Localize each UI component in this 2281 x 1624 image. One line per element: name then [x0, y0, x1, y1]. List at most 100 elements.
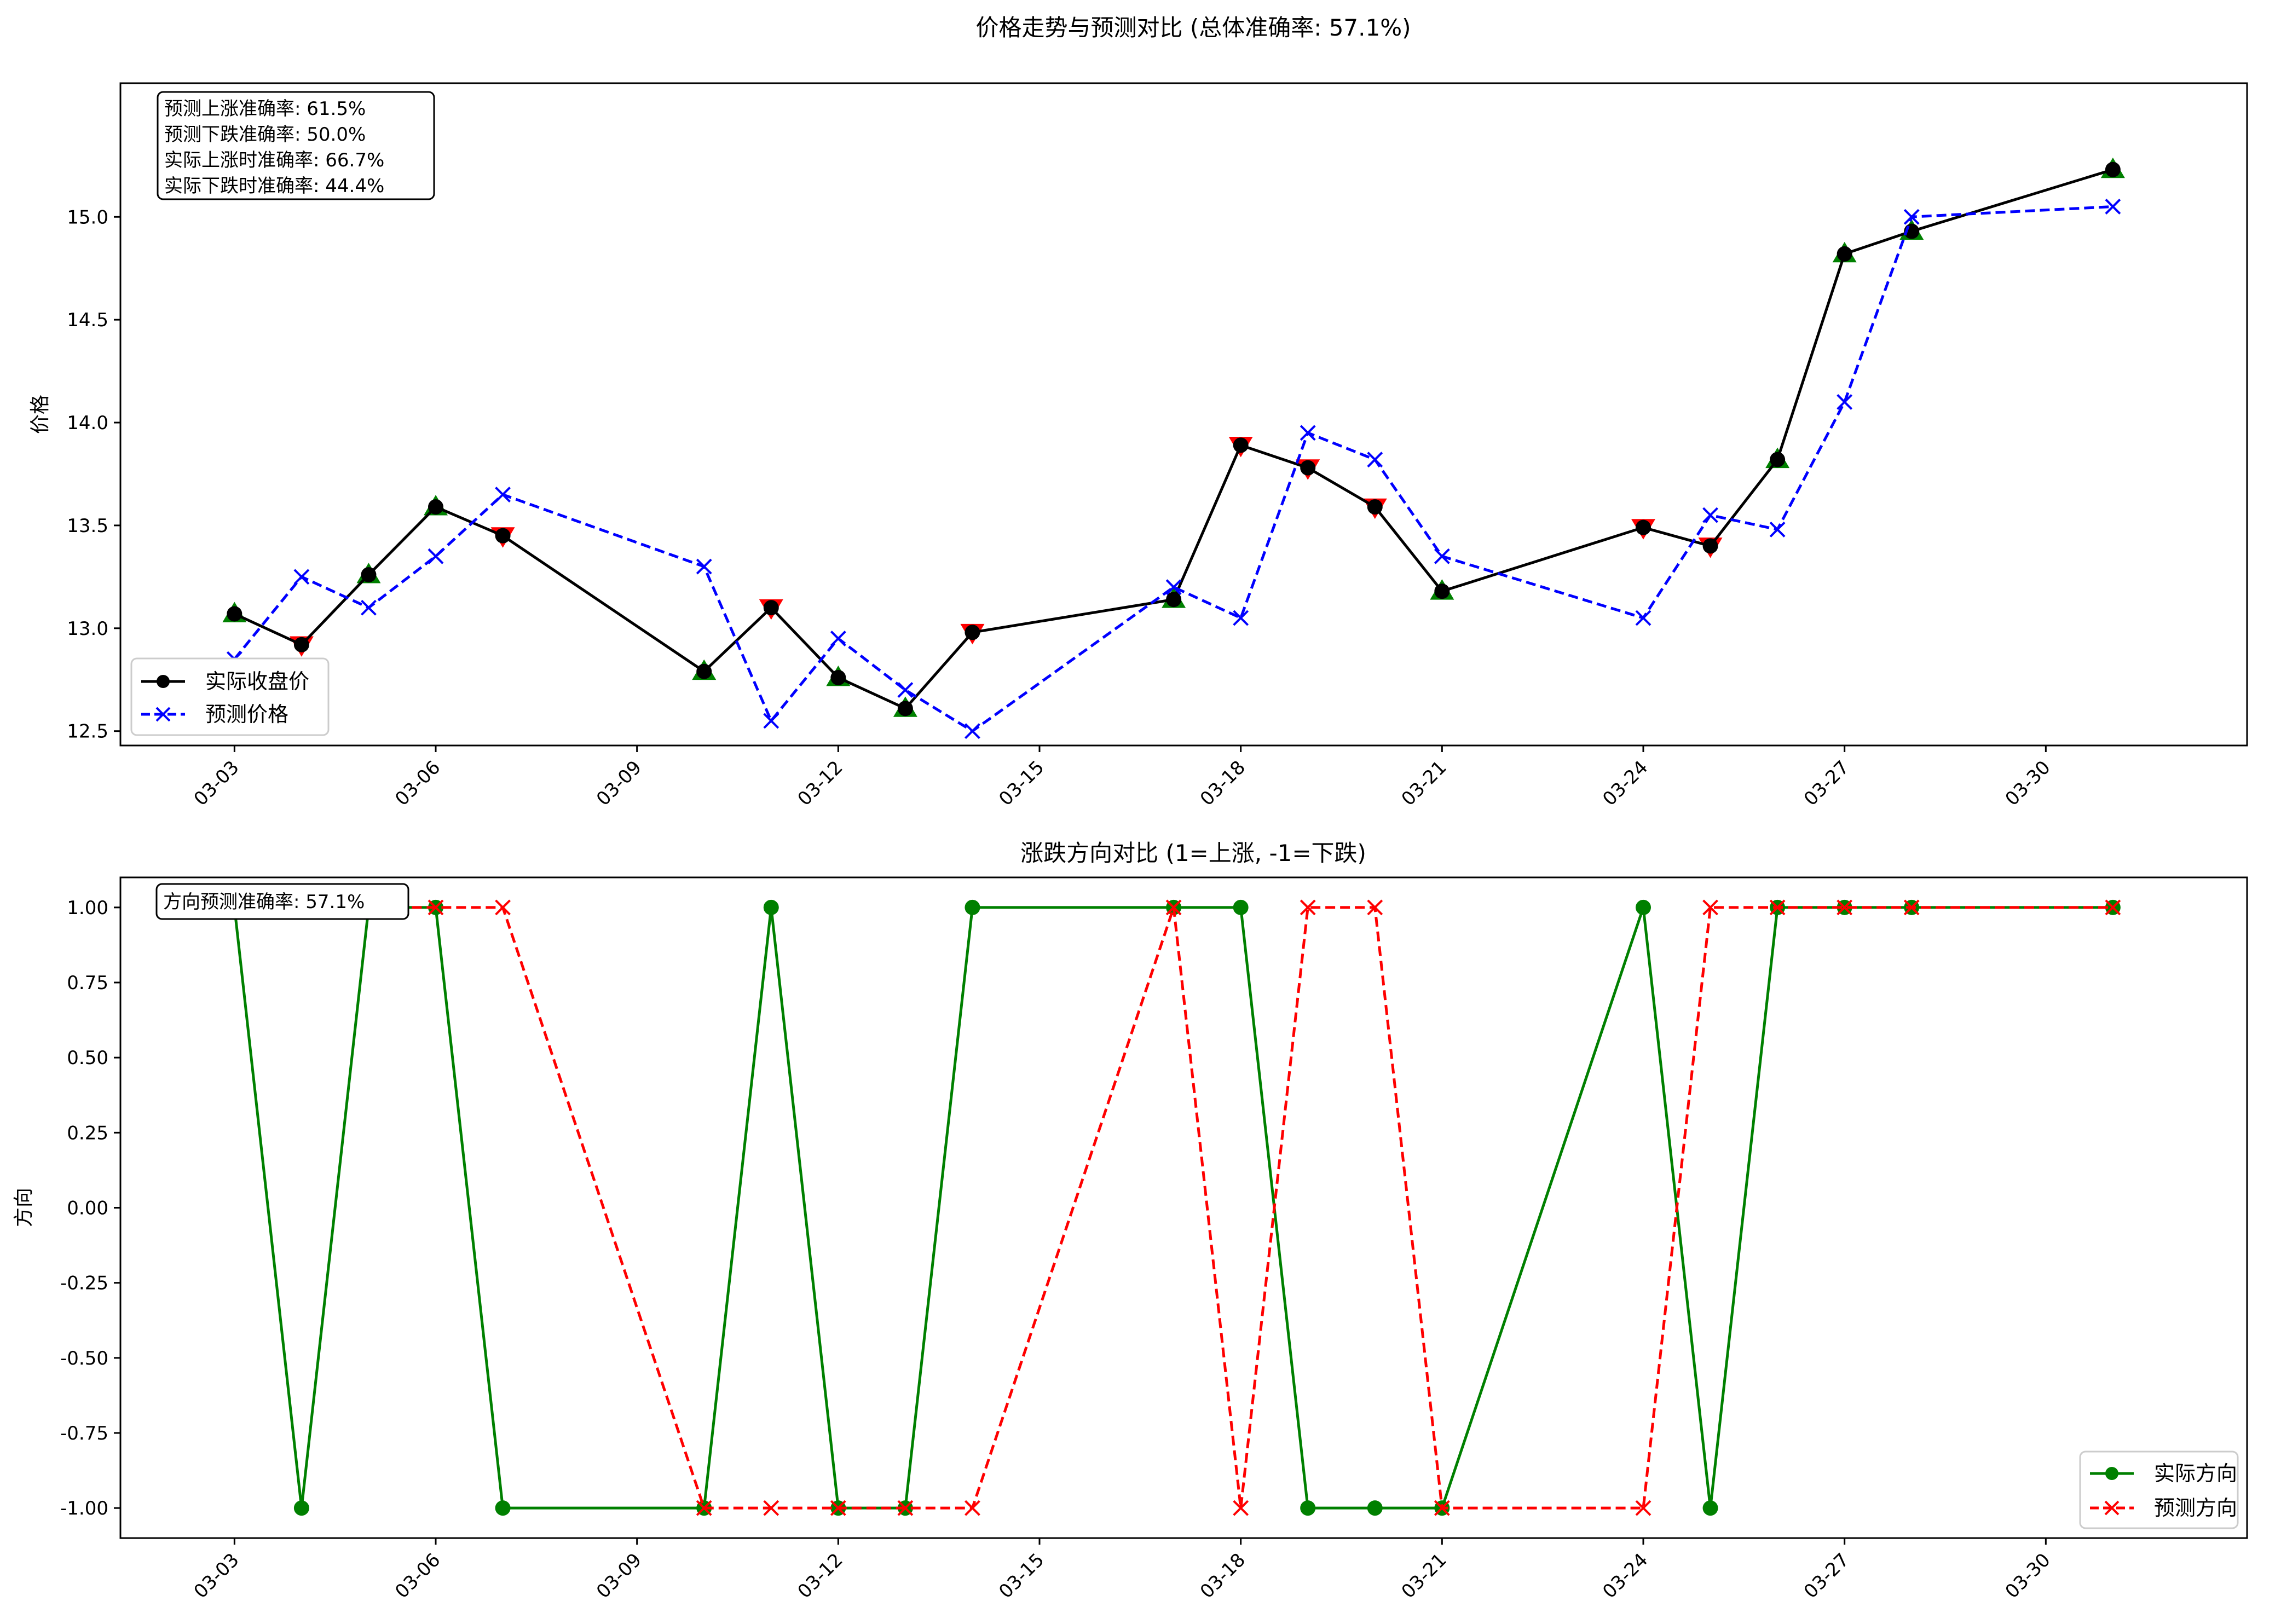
direction-accuracy: 方向预测准确率: 57.1%	[163, 891, 365, 913]
y-tick-label: 1.00	[67, 897, 108, 919]
data-point-x	[897, 1500, 914, 1516]
data-point-x	[1233, 1500, 1249, 1516]
direction-chart-title: 涨跌方向对比 (1=上涨, -1=下跌)	[1020, 840, 1366, 866]
direction-legend: 实际方向 预测方向	[2079, 1450, 2239, 1529]
data-point	[830, 669, 846, 685]
data-point	[227, 606, 242, 622]
data-point-x	[1903, 209, 1920, 225]
legend-predicted-price-marker	[155, 707, 171, 722]
data-point	[495, 1500, 511, 1516]
pred-down-accuracy: 预测下跌准确率: 50.0%	[164, 124, 366, 146]
data-point	[897, 701, 913, 716]
y-tick-label: -0.75	[60, 1423, 108, 1444]
data-point	[1367, 1500, 1383, 1516]
data-point-x	[1837, 394, 1853, 410]
price-series	[222, 157, 2125, 739]
data-point-x	[2105, 899, 2121, 916]
price-legend: 实际收盘价 预测价格	[130, 657, 330, 736]
data-point-x	[1165, 899, 1182, 916]
data-point	[1233, 899, 1249, 915]
actual-down-accuracy: 实际下跌时准确率: 44.4%	[164, 175, 384, 197]
data-point-x	[696, 1500, 712, 1516]
data-point-x	[1635, 610, 1651, 626]
data-point	[2105, 161, 2121, 177]
data-point	[1300, 1500, 1316, 1516]
price-chart-title: 价格走势与预测对比 (总体准确率: 57.1%)	[975, 14, 1411, 41]
y-tick-label: -1.00	[60, 1498, 108, 1519]
data-point-x	[1434, 548, 1450, 564]
direction-y-axis-label: 方向	[13, 1188, 35, 1227]
data-point-x	[830, 631, 846, 647]
y-tick-label: -0.25	[60, 1273, 108, 1294]
data-point	[965, 625, 980, 640]
data-point	[361, 567, 377, 583]
y-tick-label: 13.0	[67, 618, 108, 640]
data-point	[1233, 437, 1249, 453]
y-tick-label: 15.0	[67, 206, 108, 228]
legend-actual-close-marker	[157, 675, 170, 688]
direction-accuracy-box: 方向预测准确率: 57.1%	[155, 883, 409, 920]
price-plot-area	[119, 82, 2248, 747]
data-point-x	[696, 558, 712, 575]
data-point-x	[1434, 1500, 1450, 1516]
y-tick-label: 14.5	[67, 309, 108, 331]
price-subplot: 价格走势与预测对比 (总体准确率: 57.1%) 12.5 13.0 13.5 14.…	[29, 14, 2248, 810]
data-point-x	[1300, 425, 1316, 441]
pred-up-accuracy: 预测上涨准确率: 61.5%	[164, 98, 366, 120]
price-y-axis: 12.5 13.0 13.5 14.0 14.5 15.0	[67, 206, 120, 743]
y-tick-label: 0.50	[67, 1047, 108, 1069]
y-tick-label: 0.00	[67, 1198, 108, 1220]
data-point-x	[763, 713, 779, 729]
data-point-x	[1367, 899, 1383, 916]
data-point	[763, 899, 779, 915]
data-point-x	[495, 487, 511, 502]
data-point-x	[2105, 199, 2121, 215]
data-point-x	[1367, 452, 1383, 468]
data-point	[1702, 1500, 1718, 1516]
data-point-x	[1837, 899, 1853, 916]
data-point	[1166, 592, 1182, 608]
y-tick-label: 0.75	[67, 972, 108, 994]
data-point-x	[897, 682, 914, 698]
legend-predicted-direction-label: 预测方向	[2154, 1496, 2237, 1520]
price-accuracy-box: 预测上涨准确率: 61.5% 预测下跌准确率: 50.0% 实际上涨时准确率: …	[157, 91, 435, 200]
data-point	[293, 1500, 309, 1516]
data-point-x	[965, 1500, 980, 1516]
data-point	[1300, 460, 1316, 476]
data-point	[1636, 899, 1651, 915]
data-point-x	[495, 899, 511, 916]
data-point-x	[1702, 507, 1718, 523]
data-point	[763, 600, 779, 616]
data-point	[1837, 246, 1852, 262]
data-point	[1434, 583, 1450, 599]
data-point	[1770, 452, 1786, 467]
data-point-x	[428, 548, 444, 564]
data-point-x	[1300, 899, 1316, 916]
data-point-x	[965, 723, 980, 739]
data-point	[495, 528, 511, 544]
data-point-x	[361, 599, 377, 616]
data-point-x	[1635, 1500, 1651, 1516]
price-y-axis-label: 价格	[29, 395, 51, 434]
data-point-x	[428, 899, 444, 916]
data-point	[1636, 519, 1651, 535]
data-point	[428, 499, 444, 515]
data-point-x	[1769, 899, 1786, 916]
data-point-x	[1165, 579, 1182, 596]
data-point	[1367, 499, 1383, 515]
data-point-x	[293, 569, 310, 585]
legend-actual-direction-label: 实际方向	[2154, 1461, 2237, 1486]
data-point	[696, 663, 712, 679]
legend-actual-close-label: 实际收盘价	[205, 669, 309, 693]
legend-actual-direction-marker	[2105, 1467, 2118, 1480]
data-point-x	[1233, 610, 1249, 626]
data-point	[1702, 538, 1718, 554]
legend-predicted-direction-marker	[2104, 1500, 2120, 1516]
y-tick-label: 14.0	[67, 412, 108, 434]
data-point	[293, 637, 309, 652]
data-point-x	[830, 1500, 846, 1516]
data-point-x	[1702, 899, 1718, 916]
y-tick-label: 13.5	[67, 515, 108, 537]
